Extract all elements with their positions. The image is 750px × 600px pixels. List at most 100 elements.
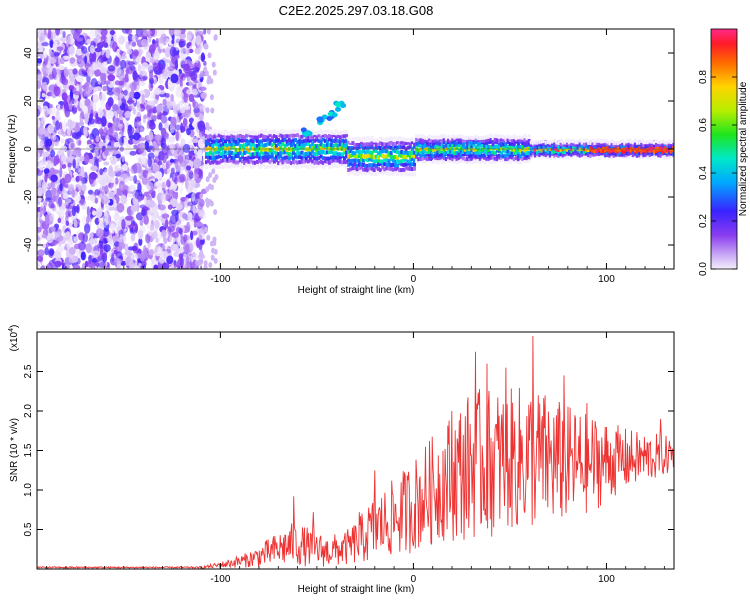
signal-cell — [317, 155, 321, 160]
signal-cell — [268, 150, 272, 155]
noise-cell — [100, 116, 107, 127]
noise-cell — [139, 253, 145, 262]
signal-cell — [466, 150, 470, 155]
noise-cell — [208, 172, 213, 179]
signal-cell — [466, 141, 470, 146]
noise-cell — [44, 197, 53, 202]
signal-cell — [345, 130, 349, 135]
signal-cell — [262, 162, 266, 167]
signal-cell — [461, 150, 465, 155]
signal-cell — [359, 165, 363, 170]
noise-cell — [84, 260, 89, 268]
signal-cell — [638, 144, 642, 149]
signal-cell — [514, 139, 518, 144]
signal-cell — [287, 130, 291, 135]
signal-cell — [311, 159, 315, 164]
signal-cell — [565, 155, 569, 160]
bottom-x-tick-label: 100 — [598, 574, 615, 585]
noise-cell — [67, 183, 75, 192]
noise-cell — [107, 191, 115, 199]
signal-cell — [389, 156, 393, 161]
signal-cell — [302, 143, 306, 148]
signal-cell — [476, 158, 480, 163]
noise-cell — [113, 33, 118, 43]
signal-cell — [614, 149, 618, 154]
signal-cell — [321, 145, 325, 150]
signal-cell — [610, 144, 614, 149]
noise-cell — [87, 189, 94, 195]
signal-cell — [376, 141, 380, 146]
noise-cell — [171, 39, 175, 45]
signal-cell — [455, 134, 459, 139]
noise-cell — [43, 113, 47, 123]
noise-cell — [69, 29, 75, 35]
signal-cell — [291, 151, 295, 156]
signal-cell — [296, 155, 300, 160]
signal-cell — [669, 140, 673, 145]
signal-cell — [563, 155, 567, 160]
noise-cell — [99, 92, 106, 103]
signal-cell — [215, 155, 219, 160]
noise-cell — [68, 247, 76, 255]
signal-cell — [599, 148, 603, 153]
signal-cell — [474, 153, 478, 158]
signal-cell — [608, 148, 612, 153]
signal-cell — [249, 138, 253, 143]
noise-cell — [113, 241, 120, 247]
colorbar-tick-label: 0.6 — [698, 118, 709, 132]
signal-cell — [415, 137, 419, 142]
bottom-y-tick-label: 2.0 — [23, 404, 34, 418]
noise-cell — [213, 209, 218, 216]
signal-cell — [642, 143, 646, 148]
noise-cell — [198, 211, 207, 220]
signal-cell — [234, 142, 238, 147]
signal-cell — [500, 153, 504, 158]
noise-cell — [47, 208, 51, 215]
signal-cell — [283, 143, 287, 148]
signal-cell — [627, 143, 631, 148]
signal-cell — [438, 141, 442, 146]
signal-cell — [514, 156, 518, 161]
noise-cell — [120, 54, 127, 60]
signal-cell — [351, 146, 355, 151]
signal-cell — [357, 142, 361, 147]
noise-cell — [153, 256, 157, 266]
noise-cell — [162, 48, 166, 53]
signal-cell — [306, 154, 310, 159]
signal-cell — [438, 156, 442, 161]
signal-cell — [336, 164, 340, 169]
signal-cell — [253, 151, 257, 156]
signal-cell — [353, 162, 357, 167]
signal-cell — [646, 140, 650, 145]
noise-cell — [94, 69, 102, 77]
signal-cell — [353, 154, 357, 159]
signal-cell — [204, 160, 208, 165]
signal-cell — [268, 164, 272, 169]
signal-cell — [266, 152, 270, 157]
noise-cell — [37, 118, 41, 129]
noise-cell — [56, 46, 64, 51]
signal-cell — [538, 149, 542, 154]
noise-cell — [190, 252, 199, 262]
signal-cell — [204, 154, 208, 159]
signal-cell — [362, 162, 366, 167]
signal-cell — [355, 149, 359, 154]
noise-cell — [139, 218, 144, 227]
signal-cell — [262, 138, 266, 143]
noise-cell — [170, 73, 179, 84]
signal-cell — [591, 148, 595, 153]
noise-cell — [192, 204, 196, 214]
signal-cell — [508, 141, 512, 146]
signal-cell — [417, 137, 421, 142]
signal-cell — [402, 154, 406, 159]
noise-cell — [142, 169, 149, 178]
noise-cell — [108, 178, 116, 183]
signal-cell — [672, 139, 674, 144]
signal-cell — [468, 140, 472, 145]
signal-cell — [294, 164, 298, 169]
noise-cell — [213, 34, 218, 41]
noise-cell — [96, 118, 102, 125]
signal-cell — [402, 158, 406, 163]
noise-cell — [138, 237, 143, 247]
signal-cell — [221, 133, 225, 138]
